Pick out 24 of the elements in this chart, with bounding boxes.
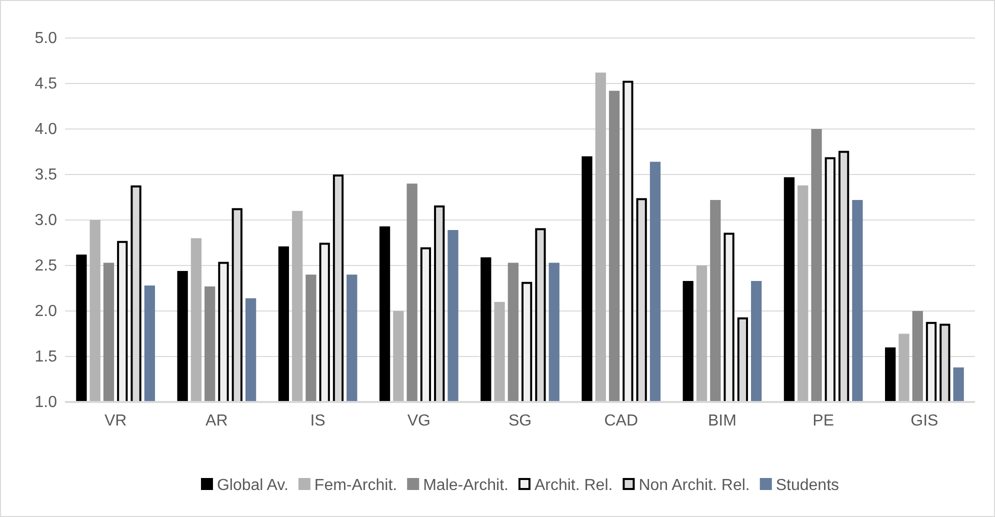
x-tick-label: IS	[310, 412, 326, 430]
y-tick-label: 2.5	[34, 258, 58, 275]
legend-label: Male-Archit.	[423, 477, 508, 494]
y-tick-label: 3.0	[34, 212, 58, 230]
y-tick-label: 3.5	[34, 166, 58, 184]
legend-label: Fem-Archit.	[314, 477, 398, 494]
y-tick-label: 4.0	[34, 121, 58, 138]
y-tick-label: 1.0	[34, 394, 58, 412]
x-tick-label: VR	[104, 412, 127, 430]
x-tick-label: VG	[407, 412, 430, 430]
legend-label: Archit. Rel.	[534, 477, 613, 494]
y-tick-label: 4.5	[34, 76, 58, 93]
legend-label: Students	[776, 477, 840, 494]
x-tick-label: SG	[508, 412, 532, 430]
x-tick-label: GIS	[910, 412, 938, 430]
legend-label: Global Av.	[216, 477, 288, 494]
y-tick-label: 2.0	[34, 303, 58, 320]
y-tick-label: 1.5	[34, 348, 58, 366]
x-tick-label: AR	[206, 412, 228, 430]
x-tick-label: CAD	[604, 412, 638, 430]
x-tick-label: PE	[812, 412, 834, 430]
x-tick-label: BIM	[708, 412, 736, 430]
legend-label: Non Archit. Rel.	[638, 477, 750, 494]
y-tick-label: 5.0	[34, 30, 58, 48]
